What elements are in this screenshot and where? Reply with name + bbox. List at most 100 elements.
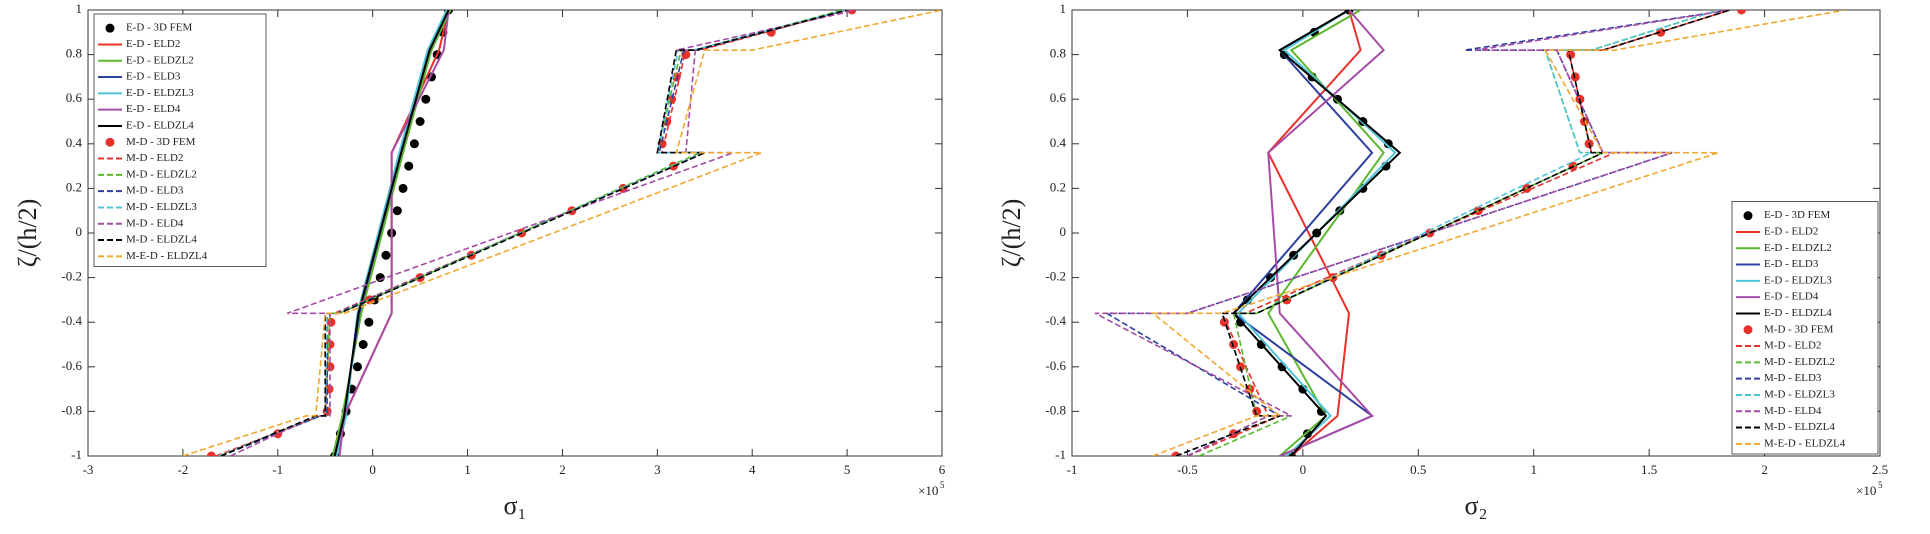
y-tick-label: -0.2 <box>61 269 82 284</box>
data-point <box>1570 72 1580 82</box>
data-point <box>364 317 374 327</box>
x-tick-label: 5 <box>844 462 851 477</box>
legend-label: M-D - ELD4 <box>1764 405 1822 417</box>
y-tick-label: 1 <box>1060 1 1067 16</box>
legend-label: E-D - ELD4 <box>126 103 181 115</box>
series-line <box>1232 10 1402 456</box>
y-tick-label: -1 <box>1055 447 1066 462</box>
data-point <box>409 139 419 149</box>
legend-label: M-D - ELDZL4 <box>126 234 197 246</box>
legend-label: M-D - ELD2 <box>1764 340 1821 352</box>
legend-label: E-D - ELDZL3 <box>126 87 194 99</box>
x-tick-label: 2 <box>559 462 566 477</box>
x-tick-label: 0.5 <box>1410 462 1426 477</box>
y-tick-label: 0.4 <box>66 135 83 150</box>
x-tick-label: 1.5 <box>1641 462 1657 477</box>
data-point <box>1252 406 1262 416</box>
y-tick-label: 0.8 <box>66 46 82 61</box>
y-tick-label: 0 <box>1060 224 1067 239</box>
legend-label: M-D - 3D FEM <box>1764 323 1834 335</box>
series-line <box>1267 10 1362 456</box>
data-point <box>352 362 362 372</box>
legend-label: M-D - ELDZL3 <box>126 201 197 213</box>
y-tick-label: 0.4 <box>1050 135 1067 150</box>
y-axis-label: ζ/(h/2) <box>13 199 42 268</box>
y-tick-label: 0.6 <box>1050 90 1067 105</box>
data-point <box>421 94 431 104</box>
legend-label: E-D - ELDZL4 <box>126 119 194 131</box>
legend-label: M-D - ELDZL4 <box>1764 421 1835 433</box>
legend-label: E-D - ELD3 <box>1764 258 1819 270</box>
y-tick-label: -0.2 <box>1045 269 1066 284</box>
series-line <box>331 10 452 456</box>
legend-label: E-D - ELD2 <box>126 38 180 50</box>
y-tick-label: -0.4 <box>1045 313 1066 328</box>
legend-label: E-D - 3D FEM <box>1764 209 1831 221</box>
series-line <box>335 10 448 456</box>
legend-label: M-D - ELD3 <box>126 185 184 197</box>
y-tick-label: -1 <box>71 447 82 462</box>
data-point <box>375 273 385 283</box>
legend-label: E-D - ELDZL4 <box>1764 307 1832 319</box>
data-point <box>415 117 425 126</box>
y-tick-label: -0.6 <box>1045 358 1066 373</box>
y-tick-label: 0 <box>76 224 83 239</box>
x-axis-label: σ₂ <box>1464 491 1487 520</box>
data-point <box>404 161 414 171</box>
x-tick-label: 3 <box>654 462 661 477</box>
y-tick-label: -0.6 <box>61 358 82 373</box>
legend-label: E-D - ELDZL2 <box>126 54 194 66</box>
y-axis-label: ζ/(h/2) <box>997 199 1026 268</box>
x-tick-label: 1 <box>464 462 471 477</box>
series-group <box>182 10 942 456</box>
data-point <box>358 340 368 349</box>
legend-label: M-D - ELD3 <box>1764 372 1822 384</box>
data-point <box>671 72 681 82</box>
y-tick-label: -0.8 <box>1045 402 1066 417</box>
legend-marker <box>1743 325 1753 335</box>
series-line <box>1150 10 1846 456</box>
y-tick-label: 0.2 <box>66 179 82 194</box>
y-tick-label: -0.8 <box>61 402 82 417</box>
series-line <box>1267 10 1386 456</box>
data-point <box>398 183 408 193</box>
y-tick-label: 1 <box>76 1 83 16</box>
legend-box <box>93 13 267 267</box>
legend-label: M-D - ELDZL2 <box>1764 356 1835 368</box>
y-tick-label: 0.6 <box>66 90 83 105</box>
x-tick-label: 0 <box>1300 462 1307 477</box>
x-tick-label: 1 <box>1530 462 1537 477</box>
y-tick-label: 0.2 <box>1050 179 1066 194</box>
y-tick-label: 0.8 <box>1050 46 1066 61</box>
legend-label: M-D - ELDZL2 <box>126 168 197 180</box>
legend-label: M-D - ELDZL3 <box>1764 388 1835 400</box>
x-axis-label: σ₁ <box>503 491 526 520</box>
x-tick-label: -2 <box>177 462 188 477</box>
x-tick-label: -0.5 <box>1177 462 1198 477</box>
legend-marker <box>105 23 115 33</box>
series-line <box>1267 10 1385 456</box>
legend-label: E-D - ELD4 <box>1764 291 1819 303</box>
legend-marker <box>1743 211 1753 221</box>
y-tick-label: -0.4 <box>61 313 82 328</box>
x-tick-label: -3 <box>83 462 94 477</box>
legend-label: E-D - ELDZL3 <box>1764 274 1832 286</box>
series-group <box>1094 10 1846 456</box>
data-point <box>206 451 216 456</box>
legend-label: E-D - ELD3 <box>126 71 181 83</box>
legend-label: M-D - 3D FEM <box>126 136 196 148</box>
legend-label: E-D - ELDZL2 <box>1764 242 1832 254</box>
x-multiplier: ×10 <box>1856 483 1876 498</box>
legend-label: M-D - ELD2 <box>126 152 183 164</box>
data-point <box>1736 10 1746 15</box>
legend-label: E-D - ELD2 <box>1764 225 1818 237</box>
x-tick-label: 4 <box>749 462 756 477</box>
data-point <box>392 206 402 216</box>
legend-label: M-D - ELD4 <box>126 217 184 229</box>
series-line <box>220 10 848 456</box>
x-tick-label: 6 <box>939 462 946 477</box>
x-tick-label: -1 <box>272 462 283 477</box>
data-point <box>381 250 391 260</box>
x-multiplier-exponent: 5 <box>1878 480 1883 490</box>
